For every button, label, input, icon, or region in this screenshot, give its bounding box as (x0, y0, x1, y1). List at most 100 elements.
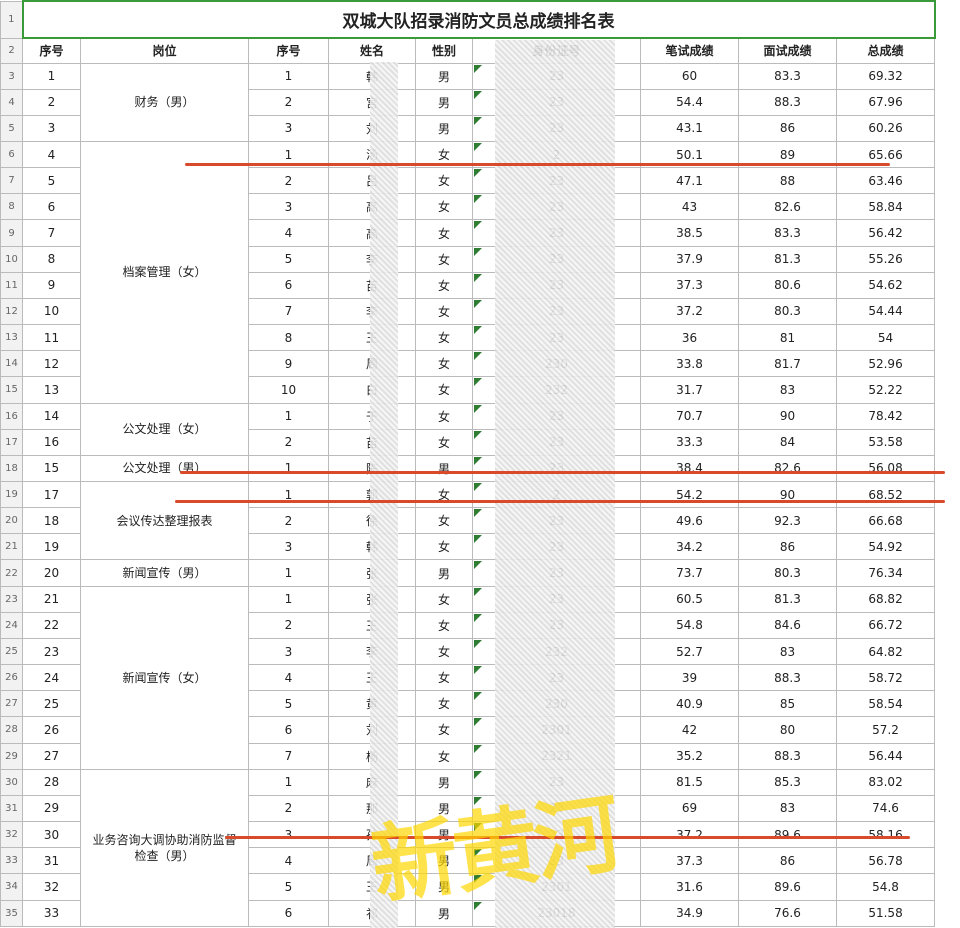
position: 公文处理（男） (80, 454, 249, 483)
seq: 11 (22, 324, 81, 352)
total-score: 54 (835, 324, 936, 352)
gender: 女 (415, 297, 473, 326)
total-score: 56.78 (835, 847, 936, 875)
written-score: 42 (640, 716, 739, 744)
sub-seq: 1 (248, 585, 329, 613)
seq: 7 (22, 219, 81, 247)
gender: 女 (415, 167, 473, 195)
interview-score: 83 (738, 794, 837, 823)
seq: 2 (22, 88, 81, 116)
total-score: 56.44 (835, 742, 936, 770)
gender: 男 (415, 88, 473, 116)
sub-seq: 3 (248, 637, 329, 666)
seq: 9 (22, 271, 81, 299)
interview-score: 80.3 (738, 559, 837, 587)
written-score: 37.9 (640, 245, 739, 273)
interview-score: 84.6 (738, 611, 837, 639)
written-score: 37.3 (640, 847, 739, 875)
row-number: 31 (0, 794, 23, 823)
sub-seq: 6 (248, 716, 329, 744)
interview-score: 80 (738, 716, 837, 744)
seq: 20 (22, 559, 81, 587)
interview-score: 83 (738, 376, 837, 404)
row-number: 10 (0, 245, 23, 273)
row-number: 23 (0, 585, 23, 613)
interview-score: 83.3 (738, 62, 837, 90)
interview-score: 82.6 (738, 454, 837, 483)
gender: 男 (415, 794, 473, 823)
position: 公文处理（女） (80, 402, 249, 456)
row: 13118王女23368154 (0, 324, 936, 352)
sub-seq: 9 (248, 350, 329, 378)
gender: 男 (415, 62, 473, 90)
seq: 24 (22, 664, 81, 692)
seq: 10 (22, 297, 81, 326)
row-number: 17 (0, 428, 23, 456)
seq: 21 (22, 585, 81, 613)
row-number: 26 (0, 664, 23, 692)
interview-score: 85 (738, 690, 837, 718)
total-score: 53.58 (835, 428, 936, 456)
row-number: 3 (0, 62, 23, 90)
seq: 3 (22, 114, 81, 142)
position: 新闻宣传（女） (80, 585, 249, 770)
seq: 14 (22, 402, 81, 430)
row-number: 22 (0, 559, 23, 587)
header: 序号 (22, 37, 81, 64)
gender: 女 (415, 376, 473, 404)
total-score: 58.72 (835, 664, 936, 692)
seq: 29 (22, 794, 81, 823)
row-number: 8 (0, 193, 23, 221)
gender: 女 (415, 245, 473, 273)
total-score: 66.72 (835, 611, 936, 639)
seq: 27 (22, 742, 81, 770)
interview-score: 92.3 (738, 507, 837, 535)
sub-seq: 7 (248, 742, 329, 770)
interview-score: 89.6 (738, 821, 837, 849)
gender: 女 (415, 716, 473, 744)
interview-score: 80.3 (738, 297, 837, 326)
header: 姓名 (328, 37, 416, 64)
total-score: 54.92 (835, 533, 936, 561)
row-number: 1 (0, 0, 23, 39)
total-score: 68.82 (835, 585, 936, 613)
sub-seq: 2 (248, 428, 329, 456)
row: 2序号岗位序号姓名性别身份证号笔试成绩面试成绩总成绩 (0, 37, 936, 64)
seq: 23 (22, 637, 81, 666)
total-score: 63.46 (835, 167, 936, 195)
sub-seq: 1 (248, 559, 329, 587)
written-score: 43.1 (640, 114, 739, 142)
row-number: 16 (0, 402, 23, 430)
row-number: 34 (0, 873, 23, 901)
written-score: 81.5 (640, 768, 739, 796)
sub-seq: 10 (248, 376, 329, 404)
sub-seq: 5 (248, 873, 329, 901)
written-score: 40.9 (640, 690, 739, 718)
title: 双城大队招录消防文员总成绩排名表 (21, 0, 936, 39)
row-number: 33 (0, 847, 23, 875)
seq: 22 (22, 611, 81, 639)
row-number: 19 (0, 480, 23, 509)
total-score: 56.42 (835, 219, 936, 247)
row-number: 12 (0, 297, 23, 326)
seq: 16 (22, 428, 81, 456)
row: 14129周女23033.881.752.96 (0, 350, 936, 378)
written-score: 47.1 (640, 167, 739, 195)
sub-seq: 4 (248, 664, 329, 692)
gender: 男 (415, 899, 473, 927)
total-score: 58.84 (835, 193, 936, 221)
total-score: 54.8 (835, 873, 936, 901)
written-score: 54.4 (640, 88, 739, 116)
gender: 女 (415, 480, 473, 509)
written-score: 33.8 (640, 350, 739, 378)
gender: 女 (415, 507, 473, 535)
gender: 男 (415, 454, 473, 483)
interview-score: 81.3 (738, 245, 837, 273)
row-number: 18 (0, 454, 23, 483)
interview-score: 86 (738, 533, 837, 561)
header: 序号 (248, 37, 329, 64)
